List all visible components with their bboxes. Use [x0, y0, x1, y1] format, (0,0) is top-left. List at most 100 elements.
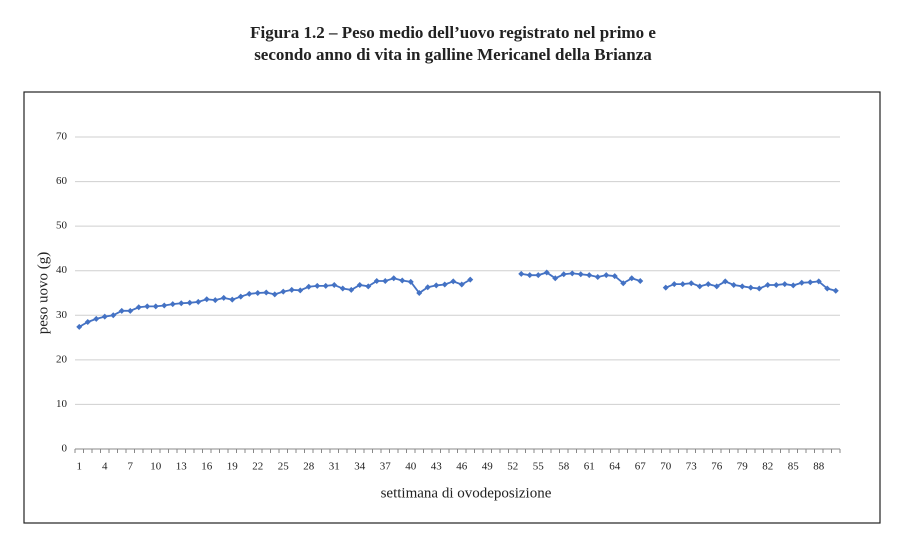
x-tick-label: 64	[609, 461, 621, 473]
x-tick-label: 22	[252, 461, 263, 473]
point	[220, 294, 227, 301]
point	[101, 313, 108, 320]
point	[543, 269, 550, 276]
point	[118, 307, 125, 314]
point	[399, 277, 406, 284]
point	[161, 302, 168, 309]
x-tick-label: 28	[303, 461, 315, 473]
point	[373, 277, 380, 284]
point	[254, 290, 261, 296]
point	[195, 298, 202, 305]
y-tick-label: 70	[56, 131, 68, 143]
point	[730, 281, 737, 288]
x-tick-label: 70	[660, 461, 672, 473]
point	[467, 276, 474, 283]
point	[569, 270, 576, 277]
point	[203, 296, 210, 303]
point	[356, 281, 363, 288]
point	[560, 271, 567, 278]
point	[747, 284, 754, 291]
point	[628, 275, 635, 282]
y-tick-label: 0	[62, 443, 68, 455]
point	[246, 290, 253, 297]
point	[229, 296, 236, 303]
point	[339, 285, 346, 292]
point	[152, 303, 159, 310]
point	[552, 275, 559, 282]
point	[127, 307, 134, 314]
x-tick-label: 49	[482, 461, 494, 473]
point	[798, 279, 805, 286]
x-tick-label: 7	[128, 461, 134, 473]
point	[815, 278, 822, 285]
x-tick-label: 73	[686, 461, 698, 473]
point	[441, 281, 448, 288]
point	[722, 278, 729, 285]
point	[76, 323, 83, 330]
point	[586, 272, 593, 279]
x-tick-label: 61	[584, 461, 595, 473]
point	[297, 287, 304, 294]
chart-title: Figura 1.2 – Peso medio dell’uovo regist…	[250, 23, 656, 42]
point	[790, 282, 797, 289]
point	[764, 281, 771, 288]
chart-frame	[23, 91, 881, 524]
x-tick-label: 16	[201, 461, 213, 473]
series-line	[78, 271, 836, 328]
y-tick-label: 10	[56, 398, 68, 410]
point	[135, 304, 142, 311]
point	[348, 286, 355, 293]
point	[331, 281, 338, 288]
point	[518, 270, 525, 277]
point	[824, 285, 831, 292]
point	[620, 280, 627, 287]
point	[186, 299, 193, 306]
point	[773, 281, 780, 288]
point	[458, 281, 465, 288]
y-tick-label: 20	[56, 353, 68, 365]
point	[305, 283, 312, 290]
point	[603, 272, 610, 279]
point	[407, 278, 414, 285]
x-tick-label: 46	[456, 461, 468, 473]
x-tick-label: 1	[77, 461, 83, 473]
x-tick-label: 31	[329, 461, 340, 473]
x-tick-label: 34	[354, 461, 366, 473]
point	[424, 284, 431, 291]
point	[756, 285, 763, 292]
point	[416, 290, 423, 296]
point	[450, 278, 457, 285]
x-tick-label: 52	[507, 461, 518, 473]
x-tick-label: 37	[380, 461, 392, 473]
x-axis-label: settimana di ovodeposizione	[381, 485, 552, 501]
point	[390, 275, 397, 282]
point	[144, 303, 151, 310]
x-tick-label: 76	[711, 461, 723, 473]
point	[110, 312, 117, 319]
point	[637, 277, 644, 284]
point	[577, 271, 584, 278]
point	[433, 282, 440, 289]
point	[594, 273, 601, 280]
point	[288, 286, 295, 293]
x-tick-label: 58	[558, 461, 570, 473]
point	[169, 301, 176, 308]
point	[280, 288, 287, 295]
point	[178, 300, 185, 307]
y-tick-label: 30	[56, 309, 68, 321]
x-tick-label: 43	[431, 461, 443, 473]
point	[739, 283, 746, 290]
point	[807, 279, 814, 286]
x-tick-label: 10	[150, 461, 162, 473]
x-tick-label: 67	[635, 461, 647, 473]
point	[271, 291, 278, 298]
point	[781, 281, 788, 288]
point	[84, 318, 91, 325]
point	[671, 281, 678, 288]
y-tick-label: 50	[56, 220, 68, 232]
point	[526, 272, 533, 279]
point	[382, 277, 389, 284]
x-tick-label: 85	[788, 461, 800, 473]
point	[237, 293, 244, 300]
